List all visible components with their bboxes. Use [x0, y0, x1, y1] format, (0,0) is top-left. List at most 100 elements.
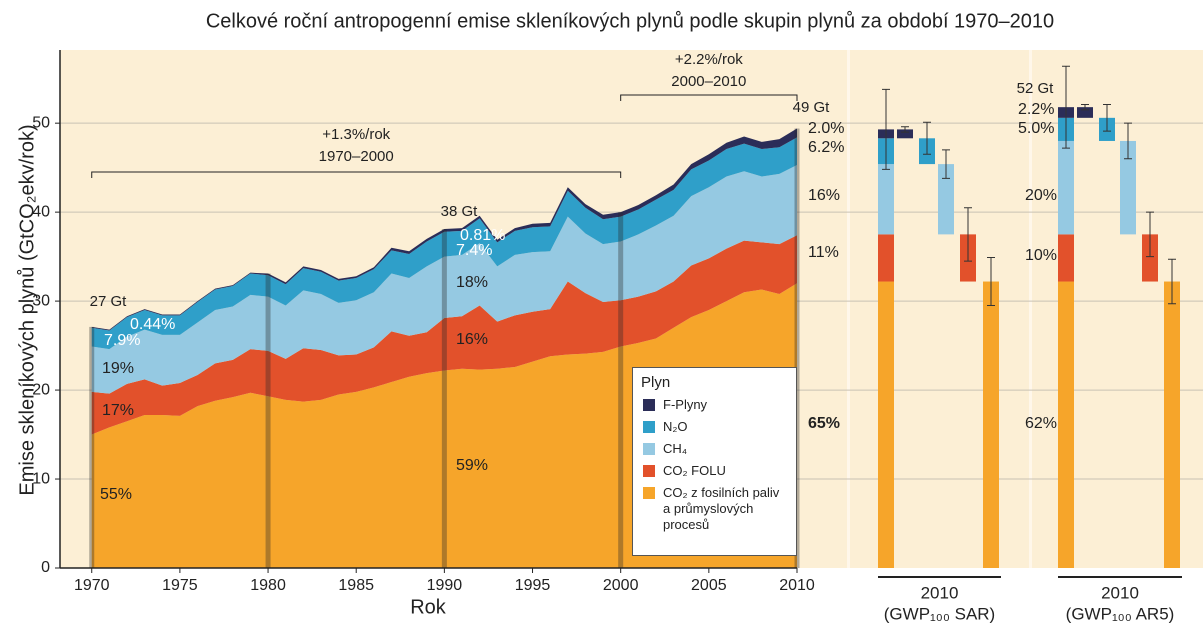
stacked-bar	[878, 234, 894, 282]
error-bar	[882, 88, 890, 170]
y-tick-label: 20	[32, 381, 50, 398]
total-label: 49 Gt	[793, 99, 831, 116]
error-bar	[964, 207, 972, 262]
legend-label: F-Plyny	[663, 397, 708, 412]
error-bar	[1081, 103, 1089, 111]
waterfall-bar	[938, 164, 954, 235]
panel-gap	[847, 50, 850, 568]
legend-title: Plyn	[641, 374, 671, 391]
stacked-bar	[878, 281, 894, 568]
decade-bar	[441, 229, 447, 568]
share-label: 59%	[456, 457, 488, 474]
legend-swatch	[643, 399, 655, 411]
x-tick-label: 1980	[250, 577, 286, 594]
legend-swatch	[643, 487, 655, 499]
waterfall-bar	[897, 129, 913, 139]
share-label: 16%	[456, 331, 488, 348]
waterfall-bar	[1164, 281, 1180, 568]
share-label: 16%	[808, 187, 840, 204]
legend: Plyn F-Plyny N₂O CH₄ CO₂ FOLU CO₂ z fosilníc…	[632, 367, 797, 556]
y-tick-label: 40	[32, 203, 50, 220]
chart-title: Celkové roční antropogenní emise skleník…	[206, 10, 1054, 32]
area	[91, 283, 798, 568]
x-tick-label: 1970	[74, 577, 110, 594]
share-label: 11%	[808, 244, 839, 261]
share-label: 0.44%	[130, 316, 175, 333]
x-tick-label: 1995	[515, 577, 551, 594]
share-label: 62%	[1025, 415, 1057, 432]
panel-gap	[1029, 50, 1032, 568]
growth-rate: +1.3%/rok	[322, 126, 390, 143]
area	[91, 235, 798, 435]
share-label: 17%	[102, 402, 134, 419]
legend-label: CO₂ FOLU	[663, 463, 726, 478]
y-tick-label: 0	[41, 559, 50, 576]
growth-period: 1970–2000	[319, 148, 394, 165]
y-tick-label: 30	[32, 292, 50, 309]
waterfall-bar	[1120, 140, 1136, 235]
share-label: 19%	[102, 360, 134, 377]
share-label: 2.2%	[1018, 101, 1054, 118]
y-tick-label: 10	[32, 470, 50, 487]
growth-rate: +2.2%/rok	[675, 51, 743, 68]
decade-bar	[794, 128, 800, 568]
legend-item: CO₂ z fosilních paliv a průmyslových pro…	[641, 485, 790, 533]
error-bar	[1062, 65, 1070, 149]
share-label: 18%	[456, 274, 488, 291]
error-bar	[1124, 122, 1132, 160]
x-tick-label: 2005	[691, 577, 727, 594]
x-tick-label: 2010	[779, 577, 815, 594]
area	[91, 128, 798, 331]
legend-swatch	[643, 443, 655, 455]
stacked-bar	[1058, 140, 1074, 235]
growth-bracket	[620, 94, 798, 101]
error-bar	[987, 257, 995, 307]
x-axis-title: Rok	[410, 596, 447, 618]
x-tick-label: 1985	[338, 577, 374, 594]
legend-item: F-Plyny	[641, 397, 790, 413]
legend-item: N₂O	[641, 419, 790, 435]
growth-period: 2000–2010	[671, 73, 746, 90]
error-bar	[1146, 211, 1154, 258]
panel-label: (GWP₁₀₀ SAR)	[884, 604, 995, 623]
share-label: 65%	[808, 415, 840, 432]
y-axis-title: Emise skleníkových plynů (GtCO₂ekv/rok)	[16, 124, 38, 495]
legend-item: CH₄	[641, 441, 790, 457]
share-label: 5.0%	[1018, 120, 1054, 137]
growth-bracket	[91, 171, 622, 178]
total-label: 27 Gt	[90, 293, 128, 310]
panel-year: 2010	[1101, 583, 1139, 602]
decade-bar	[618, 212, 624, 568]
error-bar	[923, 121, 931, 155]
stacked-bar	[1058, 281, 1074, 568]
waterfall-bar	[1142, 234, 1158, 282]
x-tick-label: 1975	[162, 577, 198, 594]
decade-bar	[265, 273, 271, 568]
x-tick-label: 2000	[603, 577, 639, 594]
share-label: 10%	[1025, 247, 1057, 264]
area	[91, 137, 798, 350]
share-label: 7.4%	[456, 242, 492, 259]
error-bar	[1168, 258, 1176, 305]
panel-label: (GWP₁₀₀ AR5)	[1066, 604, 1175, 623]
share-label: 55%	[100, 486, 132, 503]
waterfall-bar	[1077, 107, 1093, 118]
legend-label: N₂O	[663, 419, 688, 434]
area	[91, 164, 798, 394]
panel-year: 2010	[921, 583, 959, 602]
legend-swatch	[643, 465, 655, 477]
share-label: 2.0%	[808, 120, 844, 137]
x-tick-label: 1990	[427, 577, 463, 594]
share-label: 20%	[1025, 187, 1057, 204]
share-label: 0.81%	[460, 227, 505, 244]
legend-label: CH₄	[663, 441, 688, 456]
legend-label: CO₂ z fosilních paliv a průmyslových pro…	[663, 485, 780, 532]
error-bar	[901, 126, 909, 133]
total-label: 52 Gt	[1017, 80, 1055, 97]
y-tick-label: 50	[32, 114, 50, 131]
error-bar	[1103, 103, 1111, 132]
legend-swatch	[643, 421, 655, 433]
decade-bar	[89, 326, 95, 568]
